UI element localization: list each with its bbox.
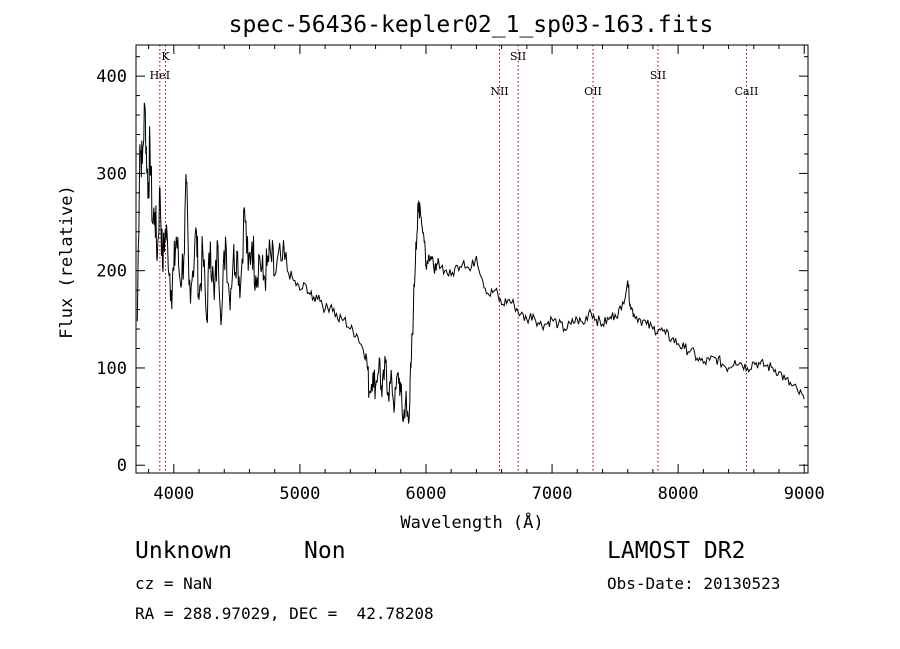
spectral-line-label: HeI [150,69,170,82]
x-tick-label: 5000 [279,484,320,504]
x-tick-label: 9000 [784,484,825,504]
survey-label: LAMOST DR2 [607,538,746,564]
observation-date: Obs-Date: 20130523 [607,574,781,593]
x-tick-label: 6000 [406,484,447,504]
plot-frame [135,44,809,474]
x-axis-label: Wavelength (Å) [400,511,543,533]
y-tick-label: 400 [96,67,127,87]
spectral-subclass: Non [304,538,346,564]
spectral-line-label: SII [510,50,526,63]
x-tick-label: 8000 [658,484,699,504]
spectral-line-label: K [161,50,170,63]
redshift-value: cz = NaN [135,574,213,593]
y-axis-label: Flux (relative) [57,185,77,339]
y-tick-label: 200 [96,262,127,282]
spectrum-chart: spec-56436-kepler02_1_sp03-163.fits K HeI… [57,12,825,533]
coordinates: RA = 288.97029, DEC = 42.78208 [135,604,434,623]
y-tick-label: 100 [96,359,127,379]
spectral-line-label: OII [584,85,602,98]
x-tick-label: 4000 [153,484,194,504]
y-tick-label: 0 [117,456,127,476]
spectral-line-markers: K HeI SII NII OII SII CaII [150,45,759,473]
spectral-class: Unknown [135,538,232,564]
spectral-line-label: CaII [735,85,759,98]
y-tick-label: 300 [96,164,127,184]
spectral-line-label: SII [650,69,666,82]
x-tick-label: 7000 [532,484,573,504]
axis-ticks: 4000 5000 6000 7000 8000 9000 0 100 200 300 400 [96,45,825,504]
spectral-line-label: NII [490,85,508,98]
chart-title: spec-56436-kepler02_1_sp03-163.fits [229,12,714,38]
spectrum-line [136,102,805,424]
